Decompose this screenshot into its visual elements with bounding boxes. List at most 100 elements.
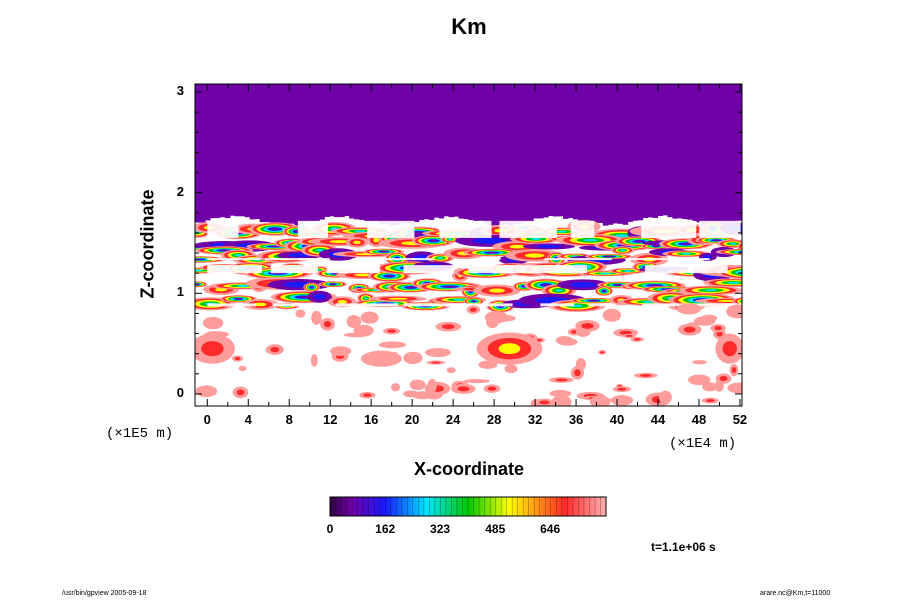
blob-contour [236, 284, 250, 287]
x-axis-ticks [206, 84, 741, 406]
blob-contour [747, 300, 752, 302]
turbulent-patch [307, 290, 332, 303]
blob-contour [195, 283, 199, 286]
gap-streak [479, 258, 501, 261]
blob-contour [391, 383, 401, 392]
gap-streak [704, 303, 737, 307]
lower-speck [424, 347, 451, 358]
turbulent-patch [678, 285, 742, 295]
upper-layer-column [314, 84, 320, 221]
blob-contour [353, 240, 361, 245]
blob-contour [310, 286, 313, 289]
turbulent-patch [594, 286, 614, 297]
blob-contour [360, 350, 402, 367]
upper-layer-column [503, 84, 509, 225]
upper-layer-column [558, 84, 564, 217]
blob-contour [741, 244, 742, 250]
blob-contour [617, 387, 627, 391]
upper-layer-column [398, 84, 405, 224]
lower-speck [612, 386, 632, 393]
upper-layer-column [199, 84, 206, 223]
gap-streak [404, 303, 465, 307]
blob-contour [354, 230, 366, 233]
upper-layer-column [468, 84, 475, 221]
blob-contour [295, 309, 306, 318]
x-axis-label: X-coordinate [413, 459, 524, 479]
blob-contour [236, 389, 245, 396]
gap-streak [367, 220, 415, 238]
blob-contour [201, 341, 224, 357]
gap-streak [540, 303, 575, 307]
lower-speck [726, 304, 742, 319]
colorbar-tick-label: 485 [485, 522, 506, 536]
blob-contour [555, 378, 568, 382]
y-axis-label: Z-coordinate [137, 189, 158, 299]
gap-streak [588, 303, 615, 307]
blob-contour [704, 289, 718, 292]
blob-contour [364, 297, 368, 300]
blob-contour [195, 385, 218, 398]
blob-contour [605, 255, 613, 258]
upper-layer-column [572, 84, 579, 220]
blob-contour [719, 376, 728, 382]
lower-speck [195, 385, 218, 398]
upper-layer-column [304, 84, 310, 222]
footer-left: /usr/bin/gpview 2005-09-18 [62, 590, 147, 597]
blob-contour [254, 302, 267, 307]
upper-layer-column [543, 84, 549, 218]
upper-layer-column [443, 84, 450, 217]
lower-speck [360, 311, 379, 324]
gap-streak [570, 220, 595, 238]
turbulent-patch [662, 250, 711, 258]
blob-contour [441, 324, 455, 330]
blob-contour [727, 382, 742, 394]
blob-contour [614, 283, 621, 286]
blob-contour [316, 249, 324, 252]
gap-streak [672, 258, 710, 261]
upper-layer-column [428, 84, 435, 220]
blob-contour [220, 249, 229, 252]
upper-layer-column [607, 84, 614, 225]
lower-speck [589, 395, 611, 406]
turbulent-patch [569, 297, 619, 304]
blob-contour [487, 251, 496, 254]
colorbar-divisions [335, 497, 601, 516]
gap-streak [699, 220, 741, 238]
lower-speck [403, 351, 423, 365]
blob-contour [478, 360, 498, 370]
turbulent-patch [716, 239, 742, 249]
blob-contour [330, 346, 352, 356]
upper-layer-column [602, 84, 609, 226]
upper-layer-column [717, 84, 723, 226]
upper-layer-column [319, 84, 325, 220]
upper-layer-column [359, 84, 365, 220]
blob-contour [731, 367, 737, 374]
lower-speck [549, 389, 572, 398]
blob-contour [702, 382, 718, 392]
gap-streak [207, 265, 263, 274]
upper-layer-column [344, 84, 350, 217]
blob-contour [446, 367, 456, 374]
turbulent-patch [411, 235, 456, 247]
turbulent-patch [695, 298, 742, 304]
lower-speck [427, 378, 438, 393]
blob-contour [611, 395, 634, 406]
blob-contour [745, 271, 755, 273]
lower-speck [575, 320, 600, 332]
lower-speck [265, 344, 284, 355]
lower-speck [310, 353, 318, 367]
lower-speck [533, 398, 555, 406]
lower-plume-right [715, 333, 742, 364]
upper-layer-column [528, 84, 534, 222]
x-tick-label: 28 [486, 412, 502, 427]
lower-speck [478, 360, 498, 370]
blob-contour [714, 380, 724, 392]
blob-contour [363, 393, 372, 397]
gap-streak [403, 265, 455, 274]
blob-contour [600, 351, 605, 354]
upper-layer-column [538, 84, 544, 219]
upper-layer-column [433, 84, 440, 218]
gap-streak [734, 303, 742, 307]
y-scale-note: (×1E5 m) [106, 426, 174, 442]
upper-layer-column [473, 84, 480, 222]
